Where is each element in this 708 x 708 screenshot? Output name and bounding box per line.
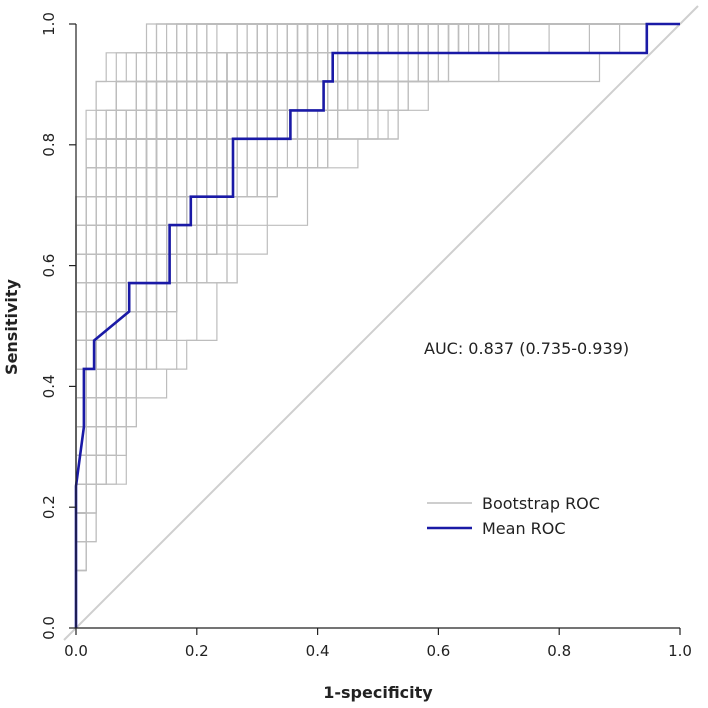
mean-roc-line [74, 22, 680, 628]
y-tick-label: 0.2 [40, 495, 58, 519]
bootstrap-roc-curves [75, 23, 680, 628]
x-tick-label: 0.6 [426, 642, 450, 660]
legend-label-bootstrap: Bootstrap ROC [482, 494, 600, 513]
annotation-auc: AUC: 0.837 (0.735-0.939) [424, 339, 629, 358]
legend: Bootstrap ROC Mean ROC [427, 494, 600, 538]
mean-roc-curve [74, 22, 680, 628]
reference-diagonal [63, 5, 699, 641]
diagonal-reference-line [63, 5, 699, 641]
x-tick-label: 0.4 [306, 642, 330, 660]
y-tick-label: 1.0 [40, 12, 58, 36]
axes: 0.0 0.2 0.4 0.6 0.8 1.0 0.0 0.2 0.4 0.6 0.8 1.0 [40, 12, 692, 660]
x-tick-label: 0.0 [64, 642, 88, 660]
legend-label-mean: Mean ROC [482, 519, 566, 538]
x-tick-label: 0.2 [185, 642, 209, 660]
bootstrap-roc-line [75, 23, 680, 628]
x-axis-title: 1-specificity [323, 683, 433, 702]
y-tick-label: 0.4 [40, 374, 58, 398]
y-tick-label: 0.6 [40, 254, 58, 278]
x-tick-label: 1.0 [668, 642, 692, 660]
x-tick-label: 0.8 [547, 642, 571, 660]
y-tick-label: 0.8 [40, 133, 58, 157]
y-axis-title: Sensitivity [2, 278, 21, 374]
y-tick-label: 0.0 [40, 616, 58, 640]
